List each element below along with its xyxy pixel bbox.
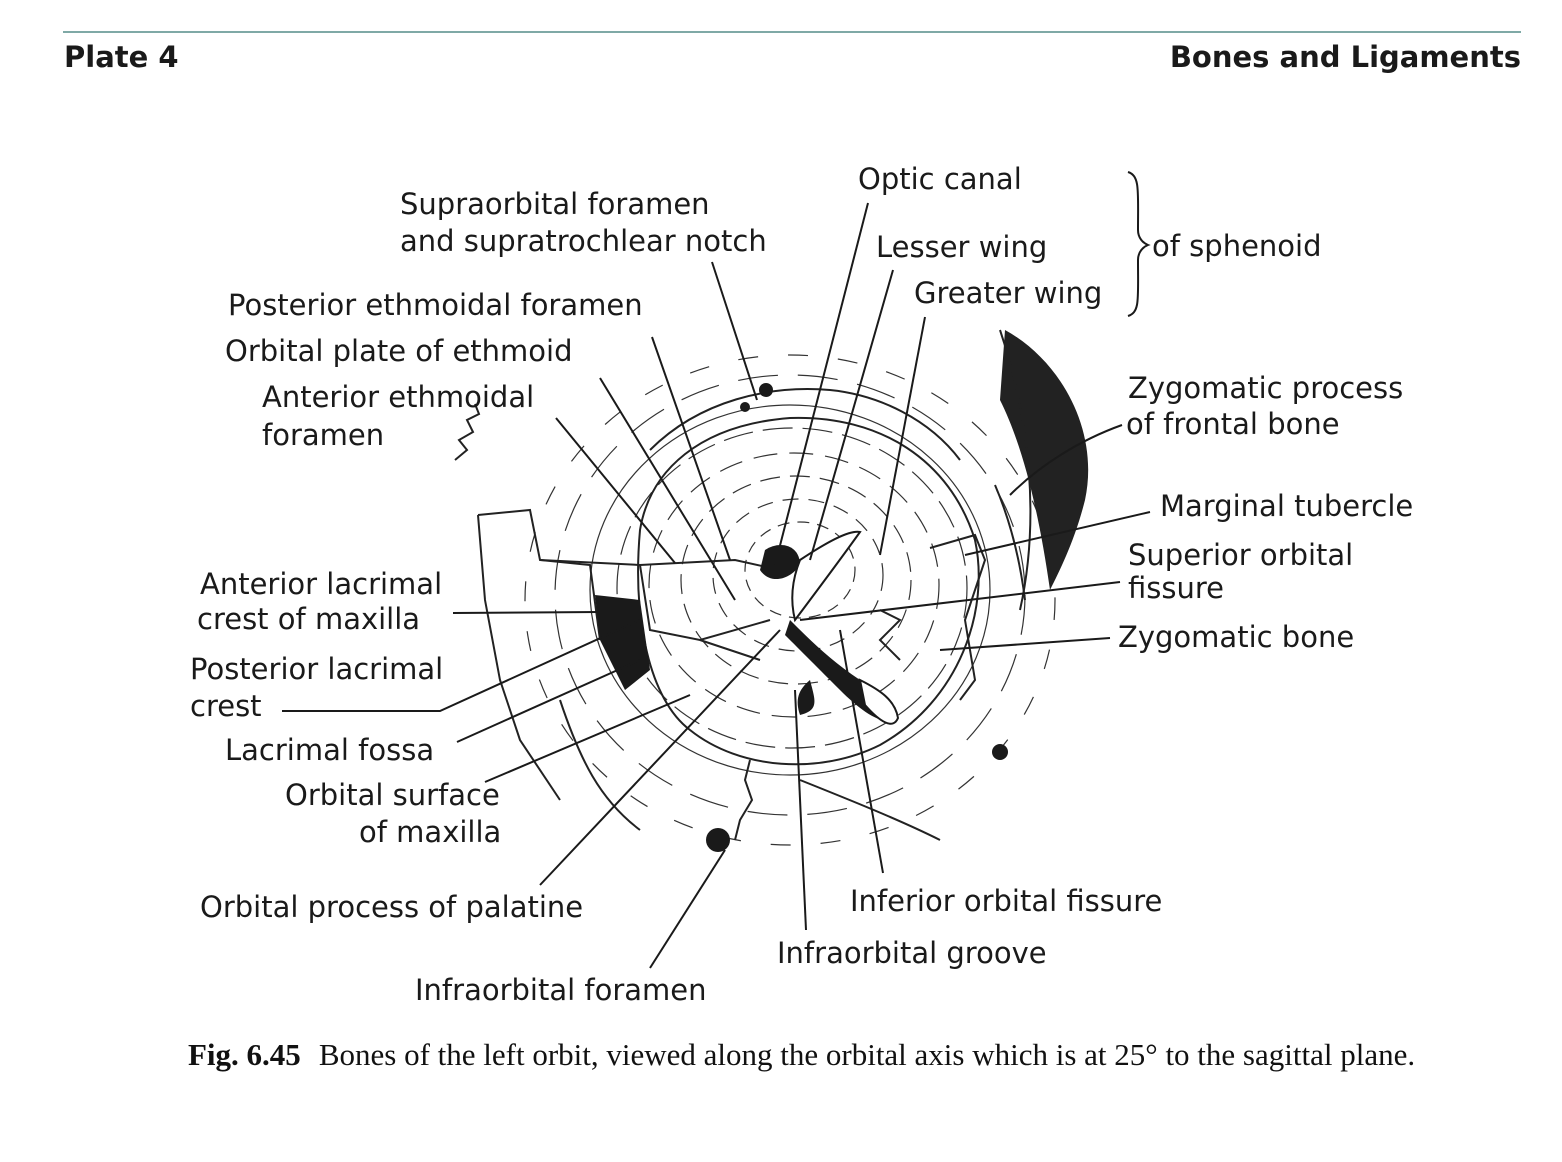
label-infraorbital-foramen: Infraorbital foramen bbox=[415, 973, 707, 1007]
section-title: Bones and Ligaments bbox=[1169, 40, 1521, 74]
orbital-apex bbox=[760, 530, 900, 725]
label-optic-canal: Optic canal bbox=[858, 162, 1022, 196]
label-zygomatic-bone: Zygomatic bone bbox=[1118, 620, 1354, 654]
label-infraorbital-groove: Infraorbital groove bbox=[777, 936, 1047, 970]
label-of-sphenoid: of sphenoid bbox=[1152, 229, 1322, 263]
figure-labels: Optic canal Supraorbital foramen and sup… bbox=[190, 162, 1413, 1007]
caption-text: Bones of the left orbit, viewed along th… bbox=[318, 1037, 1416, 1072]
orbit-drawing bbox=[454, 329, 1089, 852]
label-lacrimal-fossa: Lacrimal fossa bbox=[225, 733, 434, 767]
zygomatic-process-shading bbox=[994, 329, 1089, 611]
label-orbital-process-palatine: Orbital process of palatine bbox=[200, 890, 583, 924]
label-orbital-plate-ethmoid: Orbital plate of ethmoid bbox=[225, 334, 573, 368]
label-greater-wing: Greater wing bbox=[914, 276, 1102, 310]
label-anterior-ethmoidal-foramen: foramen bbox=[262, 418, 384, 452]
supraorbital-foramen-mark bbox=[759, 383, 773, 397]
label-superior-orbital-fissure: fissure bbox=[1128, 571, 1224, 605]
label-orbital-surface: Orbital surface bbox=[285, 778, 500, 812]
label-supraorbital-foramen: Supraorbital foramen bbox=[400, 187, 710, 221]
plate-number: Plate 4 bbox=[64, 40, 179, 74]
figure-caption: Fig. 6.45 Bones of the left orbit, viewed… bbox=[188, 1036, 1448, 1074]
label-anterior-lacrimal: Anterior lacrimal bbox=[200, 567, 442, 601]
medial-wall bbox=[454, 403, 781, 801]
label-inferior-orbital-fissure: Inferior orbital fissure bbox=[850, 884, 1162, 918]
label-orbital-surface-maxilla: of maxilla bbox=[359, 815, 501, 849]
label-posterior-lacrimal: Posterior lacrimal bbox=[190, 652, 443, 686]
zygomatic-bone-outline bbox=[929, 533, 987, 701]
label-anterior-lacrimal-crest: crest of maxilla bbox=[197, 602, 420, 636]
leader-lines bbox=[282, 171, 1151, 969]
label-lesser-wing: Lesser wing bbox=[876, 230, 1047, 264]
label-zygomatic-process: Zygomatic process bbox=[1128, 371, 1403, 405]
label-zygomatic-process-frontal: of frontal bone bbox=[1126, 407, 1340, 441]
label-anterior-ethmoidal: Anterior ethmoidal bbox=[262, 380, 534, 414]
header-rule bbox=[63, 31, 1521, 33]
label-posterior-lacrimal-crest: crest bbox=[190, 689, 262, 723]
label-supratrochlear-notch: and supratrochlear notch bbox=[400, 224, 767, 258]
infraorbital-foramen-mark bbox=[706, 828, 730, 852]
label-posterior-ethmoidal-foramen: Posterior ethmoidal foramen bbox=[228, 288, 643, 322]
label-marginal-tubercle: Marginal tubercle bbox=[1160, 489, 1413, 523]
figure-number: Fig. 6.45 bbox=[188, 1037, 301, 1072]
label-superior-orbital: Superior orbital bbox=[1128, 538, 1353, 572]
